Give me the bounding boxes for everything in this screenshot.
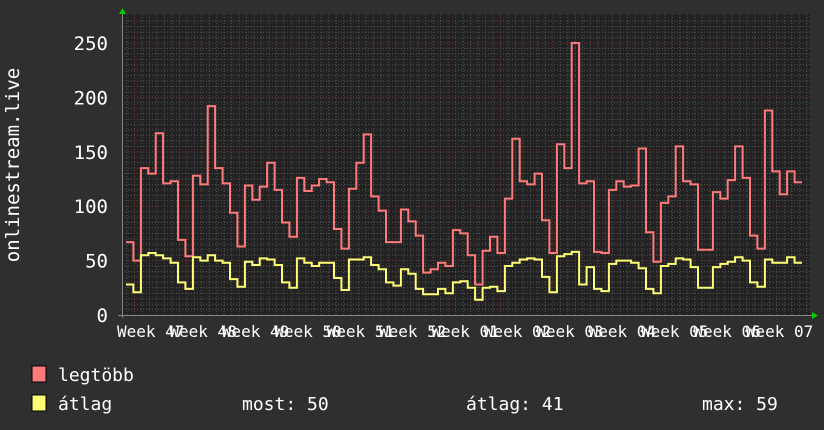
series-line-legtobb	[126, 42, 802, 286]
legend-swatch-legtobb	[31, 365, 47, 383]
legend-label-legtobb: legtöbb	[58, 365, 134, 386]
legend-swatch-atlag	[31, 394, 47, 412]
y-tick-label: 50	[85, 251, 108, 273]
x-tick-label: Week 48	[169, 322, 236, 341]
y-tick-label: 100	[74, 196, 108, 218]
y-tick-label: 250	[74, 33, 108, 55]
legend-label-atlag: átlag	[58, 394, 112, 415]
x-tick-label: Week 04	[589, 322, 656, 341]
y-axis-label: onlinestream.live	[2, 68, 24, 262]
x-tick-label: Week 47	[117, 322, 184, 341]
series-line-atlag	[126, 250, 802, 301]
stat-most: most: 50	[242, 394, 329, 415]
x-tick-label: Week 03	[536, 322, 603, 341]
y-tick-label: 150	[74, 142, 108, 164]
x-tick-label: Week 51	[327, 322, 394, 341]
stat-max: max: 59	[702, 394, 778, 415]
y-tick-label: 200	[74, 87, 108, 109]
x-tick-label: Week 50	[274, 322, 341, 341]
grid	[122, 14, 810, 315]
series-layer	[126, 42, 802, 301]
plot-area	[122, 14, 810, 315]
stat-atlag: átlag: 41	[466, 394, 564, 415]
x-tick-label: Week 07	[746, 322, 813, 341]
y-tick-label: 0	[97, 305, 108, 327]
x-tick-label: Week 52	[379, 322, 446, 341]
y-axis-arrow-icon	[119, 8, 126, 14]
x-tick-label: Week 02	[484, 322, 551, 341]
x-axis-arrow-icon	[812, 312, 818, 319]
y-tick-labels: 0 50 100 150 200 250	[74, 33, 108, 327]
x-tick-label: Week 49	[222, 322, 289, 341]
x-tick-label: Week 06	[693, 322, 760, 341]
x-tick-label: Week 05	[641, 322, 708, 341]
x-tick-label: Week 01	[431, 322, 498, 341]
